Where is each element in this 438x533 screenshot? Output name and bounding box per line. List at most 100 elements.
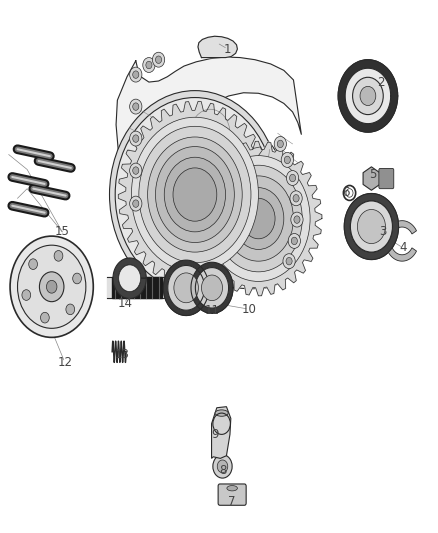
Circle shape: [130, 131, 142, 146]
Circle shape: [199, 272, 225, 304]
Text: 9: 9: [211, 428, 219, 441]
Circle shape: [338, 60, 398, 132]
Circle shape: [54, 251, 63, 261]
Text: 15: 15: [55, 225, 70, 238]
Text: 3: 3: [380, 225, 387, 238]
Circle shape: [242, 198, 275, 239]
Circle shape: [146, 61, 152, 69]
Circle shape: [294, 216, 300, 223]
Circle shape: [290, 191, 302, 206]
Circle shape: [168, 265, 205, 310]
Text: 12: 12: [57, 356, 72, 369]
Circle shape: [110, 91, 280, 298]
Circle shape: [155, 147, 234, 243]
Circle shape: [357, 209, 385, 244]
Circle shape: [133, 71, 139, 78]
Polygon shape: [385, 221, 417, 261]
Circle shape: [174, 273, 198, 303]
Circle shape: [119, 265, 141, 292]
Polygon shape: [107, 277, 171, 298]
Text: 5: 5: [370, 168, 377, 181]
Circle shape: [29, 259, 38, 270]
Circle shape: [163, 260, 209, 316]
Circle shape: [115, 98, 275, 292]
Circle shape: [39, 272, 64, 302]
Circle shape: [133, 103, 139, 110]
Circle shape: [164, 157, 226, 232]
Polygon shape: [116, 57, 304, 289]
Text: 4: 4: [399, 241, 407, 254]
Circle shape: [73, 273, 81, 284]
Circle shape: [66, 304, 74, 314]
Text: 6: 6: [342, 187, 350, 199]
Polygon shape: [212, 407, 231, 458]
Polygon shape: [163, 260, 209, 316]
Circle shape: [217, 460, 228, 473]
Ellipse shape: [227, 486, 237, 491]
Polygon shape: [195, 141, 322, 296]
Polygon shape: [344, 193, 399, 260]
Circle shape: [191, 262, 233, 313]
Circle shape: [10, 236, 93, 337]
Circle shape: [291, 212, 303, 227]
Text: 2: 2: [377, 76, 385, 89]
FancyBboxPatch shape: [379, 168, 394, 189]
Circle shape: [139, 126, 251, 263]
Polygon shape: [112, 277, 162, 298]
Ellipse shape: [215, 410, 228, 416]
Circle shape: [130, 196, 142, 211]
Text: 10: 10: [241, 303, 256, 316]
Circle shape: [18, 245, 86, 328]
Polygon shape: [198, 36, 237, 58]
Circle shape: [195, 268, 229, 308]
Polygon shape: [113, 258, 146, 298]
Circle shape: [207, 156, 310, 281]
Circle shape: [213, 455, 232, 478]
Polygon shape: [118, 101, 272, 288]
Circle shape: [46, 280, 57, 293]
Circle shape: [291, 237, 297, 245]
Circle shape: [277, 140, 283, 148]
Circle shape: [284, 156, 290, 164]
Circle shape: [143, 58, 155, 72]
Circle shape: [281, 152, 293, 167]
Circle shape: [152, 52, 165, 67]
Text: 13: 13: [114, 348, 129, 361]
Circle shape: [148, 137, 242, 252]
Circle shape: [130, 163, 142, 178]
Circle shape: [350, 201, 392, 252]
Circle shape: [155, 56, 162, 63]
Polygon shape: [338, 60, 398, 132]
Circle shape: [22, 290, 31, 301]
Circle shape: [201, 275, 223, 301]
Circle shape: [40, 312, 49, 323]
FancyBboxPatch shape: [218, 484, 246, 505]
Circle shape: [130, 99, 142, 114]
Circle shape: [286, 257, 292, 265]
Text: 7: 7: [228, 495, 236, 507]
Circle shape: [288, 233, 300, 248]
Text: 11: 11: [205, 304, 220, 317]
Circle shape: [293, 195, 299, 202]
Circle shape: [286, 171, 299, 185]
Circle shape: [233, 188, 284, 249]
Circle shape: [173, 168, 217, 221]
Circle shape: [360, 86, 376, 106]
Circle shape: [131, 117, 258, 272]
Polygon shape: [363, 167, 380, 190]
Circle shape: [353, 77, 383, 115]
Circle shape: [171, 270, 201, 306]
Text: 14: 14: [117, 297, 132, 310]
Circle shape: [130, 67, 142, 82]
Circle shape: [223, 176, 293, 261]
Polygon shape: [191, 262, 233, 313]
Circle shape: [290, 174, 296, 182]
Text: 8: 8: [219, 464, 226, 477]
Circle shape: [215, 165, 302, 272]
Circle shape: [133, 200, 139, 207]
Circle shape: [274, 136, 286, 151]
Circle shape: [133, 135, 139, 142]
Circle shape: [133, 167, 139, 174]
Circle shape: [283, 254, 295, 269]
Text: 1: 1: [224, 43, 232, 55]
